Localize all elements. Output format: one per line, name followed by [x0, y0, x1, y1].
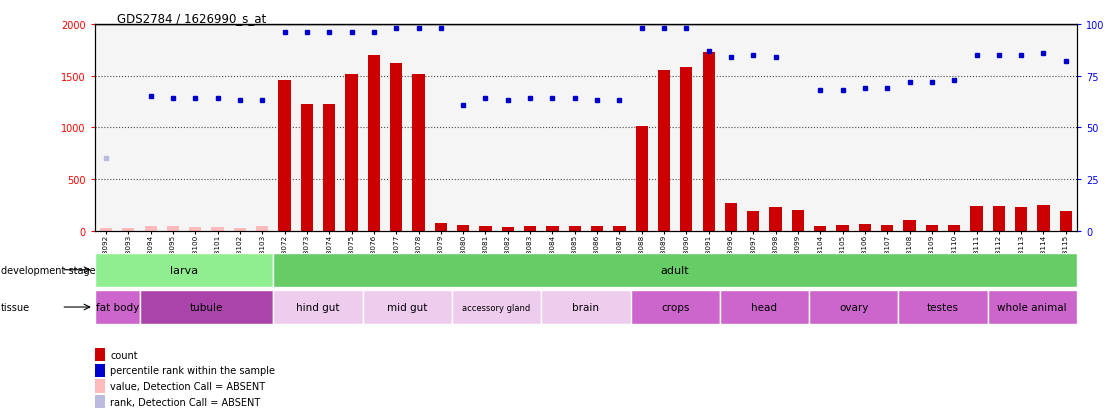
Bar: [452, 290, 541, 324]
Bar: [547, 226, 559, 231]
Bar: [167, 226, 179, 231]
Bar: [1016, 207, 1027, 231]
Bar: [882, 225, 893, 231]
Bar: [100, 229, 112, 231]
Text: testes: testes: [927, 302, 959, 312]
Bar: [569, 227, 581, 231]
Text: brain: brain: [573, 302, 599, 312]
Bar: [458, 225, 469, 231]
Text: count: count: [110, 350, 138, 360]
Bar: [212, 227, 223, 231]
Bar: [1038, 206, 1049, 231]
Bar: [792, 211, 804, 231]
Text: GDS2784 / 1626990_s_at: GDS2784 / 1626990_s_at: [117, 12, 267, 25]
Bar: [363, 290, 452, 324]
Bar: [525, 227, 537, 231]
Bar: [703, 53, 715, 231]
Bar: [859, 225, 870, 231]
Bar: [391, 64, 403, 231]
Bar: [971, 206, 983, 231]
Bar: [815, 226, 826, 231]
Text: larva: larva: [170, 265, 199, 275]
Text: whole animal: whole animal: [998, 302, 1067, 312]
Bar: [541, 290, 631, 324]
Bar: [904, 221, 915, 231]
Bar: [1060, 211, 1071, 231]
Bar: [480, 227, 491, 231]
Bar: [631, 290, 720, 324]
Bar: [301, 104, 312, 231]
Text: adult: adult: [661, 265, 690, 275]
Bar: [949, 225, 960, 231]
Text: percentile rank within the sample: percentile rank within the sample: [110, 366, 276, 375]
Text: tissue: tissue: [1, 302, 30, 312]
Bar: [591, 226, 604, 231]
Bar: [95, 253, 273, 287]
Text: tubule: tubule: [190, 302, 223, 312]
Text: mid gut: mid gut: [387, 302, 427, 312]
Text: value, Detection Call = ABSENT: value, Detection Call = ABSENT: [110, 381, 266, 391]
Bar: [234, 228, 247, 231]
Bar: [926, 225, 937, 231]
Bar: [770, 207, 781, 231]
Bar: [658, 71, 671, 231]
Bar: [748, 211, 760, 231]
Bar: [720, 290, 809, 324]
Text: hind gut: hind gut: [297, 302, 339, 312]
Bar: [435, 223, 446, 231]
Bar: [346, 74, 358, 231]
Bar: [725, 204, 738, 231]
Bar: [993, 206, 1004, 231]
Bar: [502, 227, 514, 231]
Bar: [324, 104, 335, 231]
Text: fat body: fat body: [96, 302, 138, 312]
Bar: [273, 290, 363, 324]
Bar: [681, 68, 692, 231]
Text: ovary: ovary: [839, 302, 868, 312]
Bar: [614, 227, 626, 231]
Bar: [837, 225, 848, 231]
Bar: [367, 56, 379, 231]
Bar: [140, 290, 273, 324]
Bar: [988, 290, 1077, 324]
Text: head: head: [751, 302, 778, 312]
Bar: [809, 290, 898, 324]
Bar: [257, 226, 269, 231]
Bar: [145, 227, 156, 231]
Text: accessory gland: accessory gland: [462, 303, 531, 312]
Bar: [273, 253, 1077, 287]
Text: crops: crops: [661, 302, 690, 312]
Bar: [190, 228, 202, 231]
Bar: [95, 290, 140, 324]
Text: development stage: development stage: [1, 265, 96, 275]
Bar: [413, 74, 424, 231]
Text: rank, Detection Call = ABSENT: rank, Detection Call = ABSENT: [110, 397, 261, 407]
Bar: [123, 228, 135, 231]
Bar: [898, 290, 988, 324]
Bar: [279, 81, 290, 231]
Bar: [636, 127, 647, 231]
